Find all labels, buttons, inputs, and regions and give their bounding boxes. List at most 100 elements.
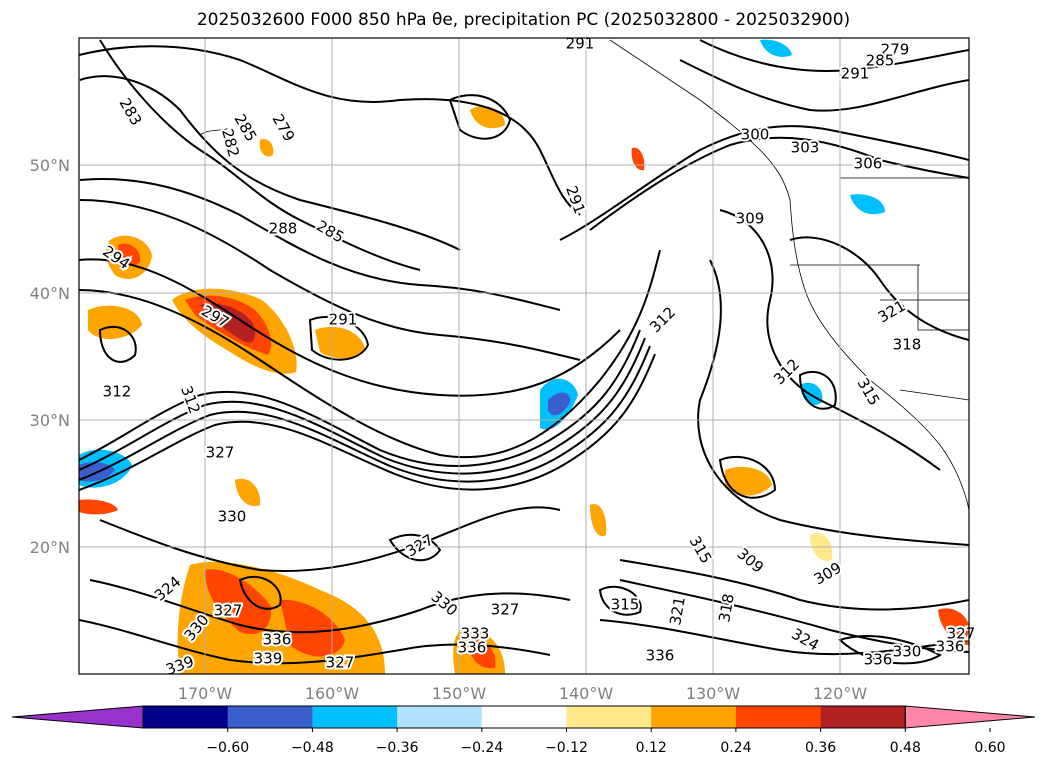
lon-tick-label: 130°W <box>686 684 741 703</box>
lat-tick-label: 50°N <box>30 156 70 175</box>
contour-label: 327 <box>326 654 355 672</box>
contour-line <box>79 178 561 311</box>
contour-line <box>598 585 642 616</box>
contour-line <box>448 94 512 140</box>
colorbar-ticks: −0.60 −0.48 −0.36 −0.24 −0.12 0.12 0.24 0.36 0.4… <box>206 728 1006 756</box>
contour-line <box>798 370 837 410</box>
contour-line <box>79 345 651 483</box>
contour-label: 309 <box>736 210 765 228</box>
colorbar-tick-label: −0.60 <box>206 740 249 756</box>
contour-label: 291 <box>562 183 589 216</box>
contour-label: 336 <box>864 651 893 669</box>
contour-label: 285 <box>866 52 895 70</box>
lat-tick-label: 20°N <box>30 538 70 557</box>
contour-line <box>99 506 561 572</box>
contour-label: 330 <box>893 643 922 661</box>
colorbar-cell <box>143 706 229 728</box>
contour-line <box>79 337 646 475</box>
precip-patch <box>235 478 261 507</box>
contour-line <box>599 619 969 656</box>
contour-line <box>238 575 282 610</box>
contour-label: 283 <box>115 95 145 129</box>
contour-label: 279 <box>268 111 298 145</box>
lon-tick-label: 170°W <box>178 684 233 703</box>
colorbar-tick-label: 0.48 <box>890 740 921 756</box>
contour-label: 285 <box>313 217 347 247</box>
contour-label: 330 <box>218 508 247 526</box>
colorbar-tick-label: 0.36 <box>805 740 836 756</box>
precip-patch <box>88 305 142 340</box>
contour-label: 306 <box>854 155 883 173</box>
contour-label: 312 <box>770 355 803 388</box>
theta-e-contours <box>79 39 969 665</box>
contour-line <box>699 39 969 72</box>
contour-label: 315 <box>611 596 640 614</box>
precip-patch <box>548 392 571 416</box>
contour-label: 336 <box>936 638 965 656</box>
contour-label: 339 <box>254 650 283 668</box>
precip-patch <box>938 608 969 645</box>
colorbar-tick-label: −0.12 <box>545 740 588 756</box>
contour-label: 324 <box>788 625 822 655</box>
contour-line <box>589 136 969 231</box>
colorbar-tick-label: 0.12 <box>636 740 667 756</box>
contour-label: 279 <box>881 41 910 59</box>
colorbar-cell <box>651 706 737 728</box>
colorbar-cell <box>397 706 483 728</box>
lat-tick-label: 40°N <box>30 284 70 303</box>
contour-label: 318 <box>893 336 922 354</box>
colorbar-cell <box>820 706 906 728</box>
contour-line <box>619 559 969 611</box>
contour-label: 312 <box>646 303 679 336</box>
contour-line <box>98 325 137 363</box>
contour-label: 336 <box>263 631 292 649</box>
colorbar: −0.60 −0.48 −0.36 −0.24 −0.12 0.12 0.24 0.36 0.4… <box>11 705 1036 756</box>
lon-tick-label: 120°W <box>813 684 868 703</box>
contour-label: 288 <box>269 220 298 238</box>
contour-line <box>308 315 370 361</box>
precip-patch <box>760 39 792 57</box>
contour-line <box>79 249 661 459</box>
contour-line <box>789 236 969 341</box>
contour-line <box>79 619 551 665</box>
contour-line <box>79 258 621 397</box>
contour-label: 327 <box>491 601 520 619</box>
precip-patch <box>590 504 607 537</box>
contour-line <box>388 533 442 562</box>
lat-axis: 50°N 40°N 30°N 20°N <box>30 156 70 557</box>
contour-label: 336 <box>458 639 487 657</box>
contour-label: 315 <box>853 375 883 409</box>
contour-label: 309 <box>734 545 768 577</box>
precip-patch <box>79 499 118 515</box>
colorbar-cell <box>312 706 398 728</box>
precip-patch <box>259 139 274 157</box>
contour-label: 300 <box>741 126 770 144</box>
contour-line <box>89 579 571 634</box>
colorbar-cells <box>11 705 1036 729</box>
contour-line <box>79 199 581 361</box>
colorbar-tick-label: 0.60 <box>974 740 1005 756</box>
contour-label: 321 <box>875 297 909 327</box>
contour-line <box>679 59 969 112</box>
contour-label: 303 <box>791 139 820 157</box>
contour-label: 333 <box>461 625 490 643</box>
contour-label: 321 <box>666 595 689 626</box>
contour-label: 327 <box>947 625 976 643</box>
contour-label: 291 <box>329 311 358 329</box>
precip-patch <box>118 243 141 267</box>
contour-label: 318 <box>715 592 738 623</box>
gridlines <box>79 38 969 674</box>
colorbar-cell <box>481 706 567 728</box>
contour-label: 291 <box>841 65 870 83</box>
contour-label: 291 <box>566 35 595 53</box>
coastline <box>199 127 231 136</box>
contour-label: 315 <box>685 533 715 567</box>
colorbar-extend-low <box>11 705 144 729</box>
lon-tick-label: 150°W <box>432 684 487 703</box>
colorbar-cell <box>566 706 652 728</box>
precip-patch <box>470 105 505 129</box>
contour-line <box>838 634 943 665</box>
colorbar-tick-label: −0.48 <box>291 740 334 756</box>
contour-line <box>719 209 941 471</box>
